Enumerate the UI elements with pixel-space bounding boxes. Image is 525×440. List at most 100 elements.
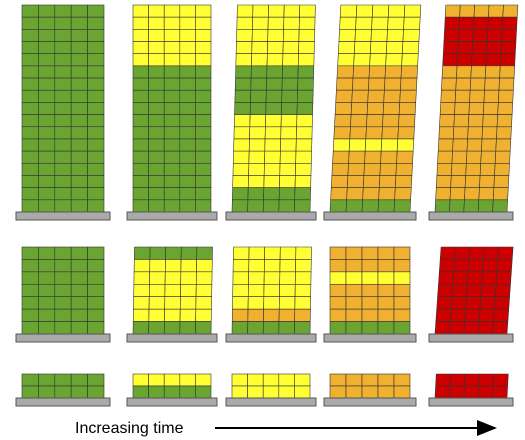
grid-cell	[133, 386, 149, 398]
grid-cell	[71, 66, 87, 78]
grid-cell	[133, 90, 149, 102]
grid-cell	[331, 175, 348, 187]
grid-cell	[347, 175, 364, 187]
grid-cell	[22, 127, 38, 139]
grid-cell	[55, 151, 71, 163]
grid-cell	[248, 200, 264, 212]
grid-cell	[394, 374, 410, 386]
grid-cell	[295, 175, 311, 187]
grid-cell	[264, 259, 280, 271]
grid-cell	[22, 17, 38, 29]
caption: Increasing time	[75, 420, 184, 437]
grid-cell	[149, 322, 165, 334]
grid-cell	[445, 17, 460, 29]
base-plate	[16, 212, 110, 220]
grid-cell	[236, 54, 252, 66]
grid-cell	[88, 297, 104, 309]
grid-cell	[195, 5, 211, 17]
grid-cell	[350, 127, 367, 139]
grid-cell	[55, 78, 71, 90]
grid-cell	[466, 284, 481, 296]
grid-cell	[164, 66, 180, 78]
grid-cell	[88, 151, 104, 163]
grid-cell	[180, 322, 196, 334]
grid-cell	[299, 17, 315, 29]
grid-cell	[402, 42, 419, 54]
grid-cell	[404, 17, 421, 29]
grid-cell	[71, 322, 87, 334]
base-plate	[429, 212, 513, 220]
grid-cell	[370, 42, 387, 54]
grid-cell	[195, 139, 211, 151]
grid-cell	[331, 188, 348, 200]
grid-cell	[435, 322, 450, 334]
base-plate	[429, 398, 513, 406]
grid-cell	[232, 386, 248, 398]
grid-cell	[364, 163, 381, 175]
grid-cell	[55, 127, 71, 139]
grid-cell	[235, 90, 251, 102]
grid-cell	[478, 386, 493, 398]
grid-cell	[149, 29, 165, 41]
grid-cell	[456, 78, 471, 90]
grid-cell	[283, 29, 299, 41]
grid-cell	[378, 297, 394, 309]
grid-cell	[453, 127, 468, 139]
grid-cell	[71, 374, 87, 386]
grid-cell	[232, 200, 248, 212]
grid-cell	[378, 247, 394, 259]
grid-cell	[349, 139, 366, 151]
grid-cell	[488, 5, 503, 17]
grid-cell	[449, 200, 464, 212]
grid-cell	[280, 163, 296, 175]
grid-cell	[382, 115, 399, 127]
grid-cell	[88, 322, 104, 334]
grid-cell	[339, 29, 356, 41]
grid-cell	[279, 188, 295, 200]
grid-cell	[379, 188, 396, 200]
grid-cell	[439, 115, 454, 127]
grid-cell	[279, 386, 295, 398]
grid-cell	[55, 297, 71, 309]
grid-cell	[330, 374, 346, 386]
grid-cell	[340, 5, 357, 17]
grid-cell	[166, 247, 182, 259]
grid-cell	[470, 78, 485, 90]
grid-cell	[295, 259, 311, 271]
grid-cell	[22, 5, 38, 17]
grid-cell	[22, 297, 38, 309]
grid-cell	[88, 115, 104, 127]
grid-cell	[486, 54, 501, 66]
grid-cell	[55, 200, 71, 212]
grid-cell	[88, 386, 104, 398]
grid-cell	[133, 297, 149, 309]
grid-cell	[281, 115, 297, 127]
grid-cell	[363, 188, 380, 200]
grid-cell	[488, 17, 503, 29]
grid-cell	[362, 322, 378, 334]
grid-cell	[195, 90, 211, 102]
grid-cell	[149, 284, 165, 296]
grid-cell	[481, 284, 496, 296]
grid-cell	[466, 297, 481, 309]
grid-cell	[264, 175, 280, 187]
grid-cell	[22, 151, 38, 163]
grid-cell	[55, 90, 71, 102]
grid-cell	[263, 309, 279, 321]
grid-cell	[88, 66, 104, 78]
grid-cell	[149, 200, 165, 212]
grid-cell	[71, 188, 87, 200]
grid-cell	[55, 163, 71, 175]
grid-cell	[296, 247, 312, 259]
grid-cell	[164, 5, 180, 17]
grid-cell	[368, 78, 385, 90]
grid-cell	[397, 151, 414, 163]
grid-cell	[279, 200, 295, 212]
grid-cell	[195, 115, 211, 127]
grid-cell	[265, 127, 281, 139]
grid-cell	[180, 175, 196, 187]
grid-cell	[459, 17, 474, 29]
grid-cell	[378, 200, 395, 212]
grid-cell	[346, 247, 362, 259]
grid-cell	[88, 188, 104, 200]
